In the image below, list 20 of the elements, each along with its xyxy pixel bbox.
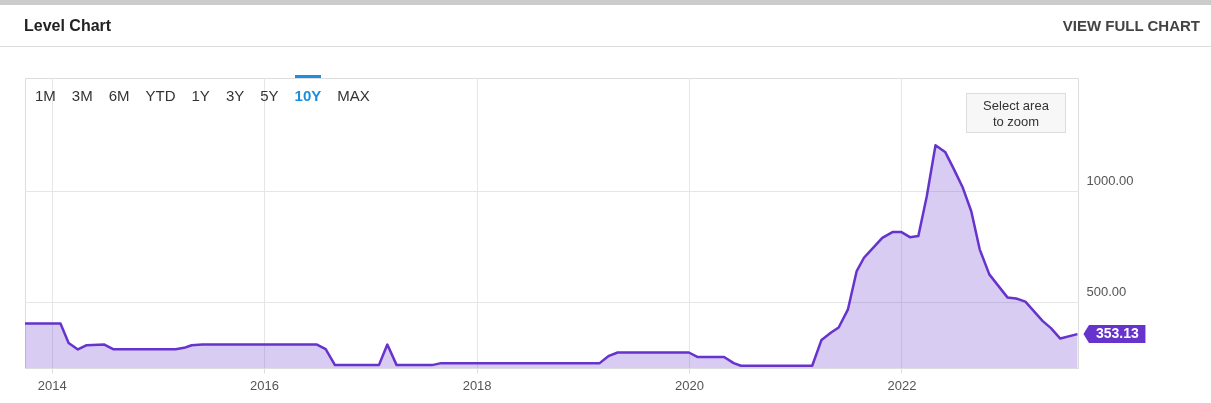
y-tick-label: 500.00 — [1086, 284, 1127, 300]
annotation: 6M — [108, 87, 130, 104]
chart-title: Level Chart — [24, 17, 112, 35]
annotation: 1Y — [191, 87, 210, 104]
annotation: 5Y — [260, 87, 279, 104]
y-tick-label: 1000.00 — [1086, 173, 1134, 189]
x-tick-label: 2020 — [674, 377, 704, 393]
x-tick-label: 2018 — [462, 377, 492, 393]
annotation: 3Y — [225, 87, 245, 104]
data-label: 353.13 — [1096, 325, 1140, 342]
annotation: 1M — [35, 87, 56, 104]
text: VIEW FULL CHART — [1062, 17, 1200, 34]
x-tick-label: 2014 — [37, 377, 67, 393]
annotation: MAX — [337, 87, 370, 104]
annotation: YTD — [145, 87, 176, 104]
annotation: 3M — [71, 87, 93, 104]
x-tick-label: 2016 — [250, 377, 279, 393]
annotation: Select area to zoom — [966, 93, 1066, 133]
x-tick-label: 2022 — [887, 377, 917, 393]
annotation: 10Y — [294, 87, 322, 104]
